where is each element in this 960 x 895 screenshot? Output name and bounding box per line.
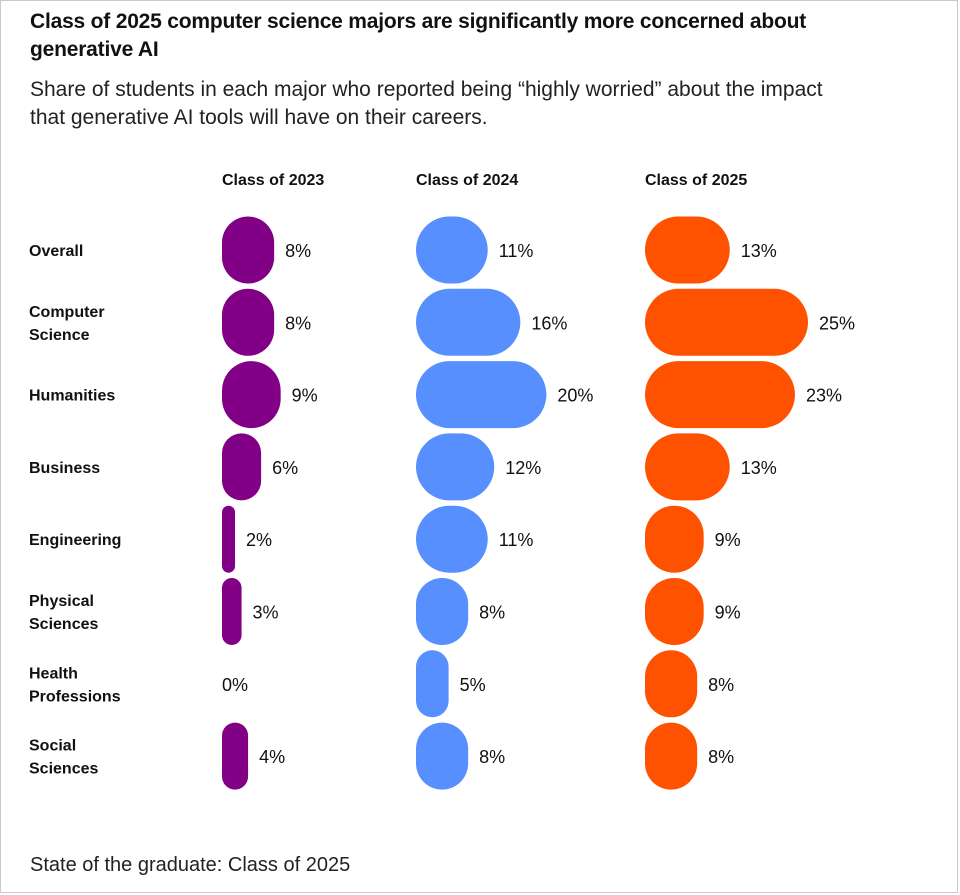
data-label: 23% (806, 386, 842, 406)
bar (222, 433, 262, 501)
category-label: Sciences (29, 616, 98, 633)
bar (645, 505, 704, 573)
bar (222, 216, 275, 284)
bar (645, 722, 698, 790)
bar (645, 361, 795, 429)
category-label: Humanities (29, 388, 115, 405)
bar (222, 505, 236, 573)
data-label: 8% (285, 313, 311, 333)
data-label: 3% (253, 603, 279, 623)
bar (416, 650, 449, 718)
bar (222, 361, 281, 429)
bar (222, 722, 249, 790)
bar (416, 578, 469, 645)
category-label: Business (29, 460, 100, 477)
data-label: 11% (499, 241, 534, 261)
data-label: 4% (259, 747, 285, 767)
category-label: Engineering (29, 532, 121, 549)
category-label: Overall (29, 243, 83, 260)
data-label: 13% (741, 241, 777, 261)
data-label: 11% (499, 530, 534, 550)
data-label: 5% (460, 675, 486, 695)
category-label: Physical (29, 593, 94, 610)
data-label: 12% (505, 458, 541, 478)
data-label: 8% (708, 747, 734, 767)
data-label: 9% (292, 386, 318, 406)
category-label: Health (29, 665, 78, 682)
series-header: Class of 2023 (222, 172, 324, 189)
bar (645, 288, 808, 356)
bar (416, 505, 488, 573)
bar (645, 433, 730, 501)
bar (645, 216, 730, 284)
bar (416, 433, 495, 501)
data-label: 8% (479, 603, 505, 623)
bar (645, 578, 704, 645)
data-label: 2% (246, 530, 272, 550)
category-label: Professions (29, 688, 121, 705)
data-label: 20% (557, 386, 593, 406)
category-label: Social (29, 738, 76, 755)
data-label: 9% (715, 530, 741, 550)
category-label: Science (29, 327, 90, 344)
data-label: 25% (819, 313, 855, 333)
data-label: 6% (272, 458, 298, 478)
category-label: Sciences (29, 761, 98, 778)
source-footer: State of the graduate: Class of 2025 (30, 854, 351, 876)
data-label: 0% (222, 675, 248, 695)
series-header: Class of 2024 (416, 172, 518, 189)
data-label: 16% (531, 313, 567, 333)
bar (416, 722, 469, 790)
chart-subtitle: Share of students in each major who repo… (30, 78, 823, 129)
bar (416, 288, 521, 356)
chart-title: Class of 2025 computer science majors ar… (30, 10, 807, 61)
category-label: Computer (29, 304, 105, 321)
data-label: 8% (479, 747, 505, 767)
bar (222, 578, 242, 645)
data-label: 9% (715, 603, 741, 623)
bar (416, 216, 488, 284)
data-label: 8% (708, 675, 734, 695)
series-header: Class of 2025 (645, 172, 747, 189)
data-label: 13% (741, 458, 777, 478)
bar (222, 288, 275, 356)
data-label: 8% (285, 241, 311, 261)
bar (645, 650, 698, 718)
bar (416, 361, 547, 429)
